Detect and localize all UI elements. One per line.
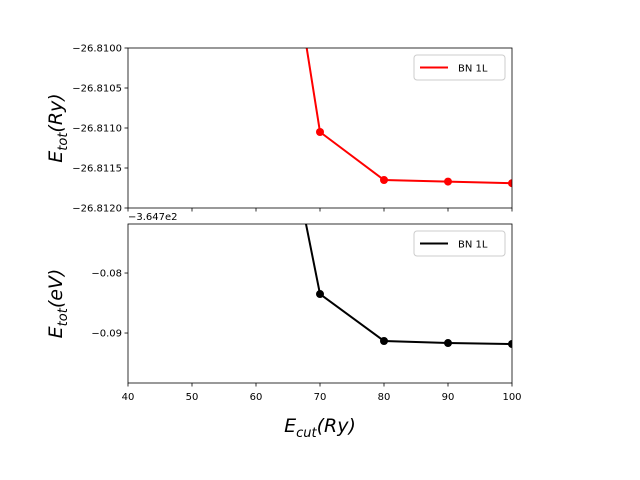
label-tail: (Ry) <box>45 93 67 132</box>
legend-label: BN 1L <box>458 64 488 75</box>
y-tick-label: −26.8100 <box>72 44 122 55</box>
label-tail: (Ry) <box>317 415 356 437</box>
point <box>380 337 388 345</box>
axis-label: Etot(eV) <box>45 269 71 339</box>
series-line <box>304 224 512 345</box>
point <box>444 177 452 186</box>
x-tick-label: 60 <box>250 392 263 403</box>
label-main: E <box>284 415 296 437</box>
point <box>316 128 324 136</box>
x-tick-label: 70 <box>314 392 327 403</box>
axis-label: Ecut(Ry) <box>284 415 356 441</box>
label-sub: tot <box>56 132 71 151</box>
plot-area <box>305 48 512 188</box>
point <box>508 340 512 348</box>
plot-area <box>304 224 512 348</box>
axis-label: Etot(Ry) <box>45 93 71 162</box>
point <box>316 290 324 299</box>
label-tail: (eV) <box>45 269 67 309</box>
axes-frame <box>127 47 513 209</box>
y-tick-label: −26.8120 <box>72 204 122 215</box>
legend-box <box>413 230 506 257</box>
point <box>444 339 452 348</box>
label-sub: cut <box>296 426 317 441</box>
x-tick-label: 80 <box>378 392 391 403</box>
axes-frame <box>127 223 513 384</box>
y-tick-label: −26.8110 <box>72 124 122 135</box>
y-tick-label: −0.09 <box>91 329 122 340</box>
x-tick-label: 100 <box>502 392 521 403</box>
legend-label: BN 1L <box>458 240 488 251</box>
x-tick-label: 50 <box>186 392 199 403</box>
series-line <box>305 48 512 185</box>
point <box>380 176 388 184</box>
label-main: E <box>45 326 67 338</box>
y-tick-label: −0.08 <box>91 269 122 280</box>
x-tick-label: 40 <box>122 392 135 403</box>
label-sub: tot <box>56 307 71 326</box>
point <box>508 179 512 188</box>
label-main: E <box>45 151 67 163</box>
legend-box <box>413 54 506 81</box>
y-tick-label: −26.8105 <box>72 84 122 95</box>
x-tick-label: 90 <box>442 392 455 403</box>
y-tick-label: −26.8115 <box>72 164 122 175</box>
offset-text: −3.647e2 <box>128 212 178 223</box>
